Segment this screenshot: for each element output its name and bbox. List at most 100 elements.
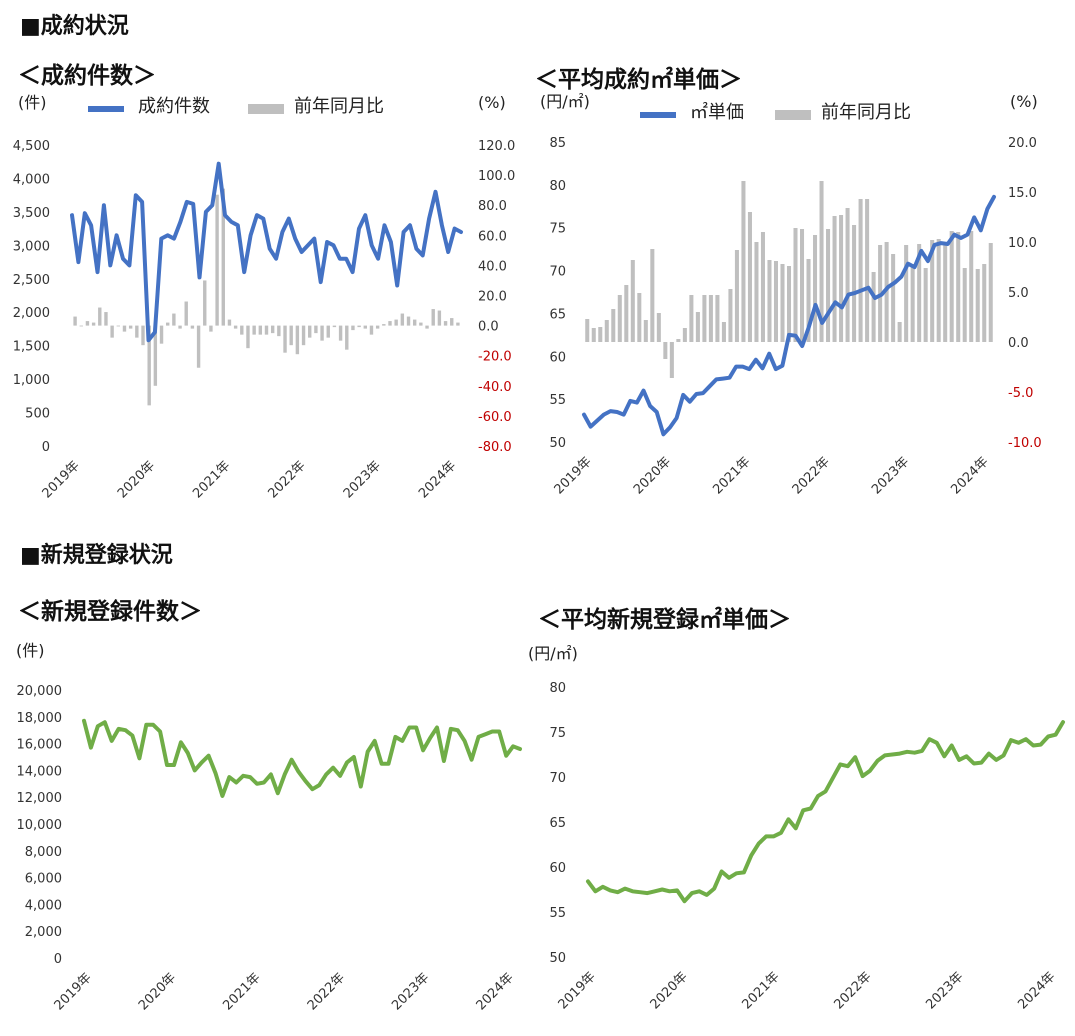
y-tick-label-right: 10.0 [1008, 236, 1037, 251]
bar [233, 325, 238, 329]
section-header-registrations: ■新規登録状況 [20, 543, 173, 568]
x-tick-label: 2020年 [648, 969, 691, 1012]
bar [943, 245, 948, 342]
bar [865, 199, 870, 342]
bar [591, 328, 596, 342]
left-axis-unit: (円/㎡) [528, 644, 578, 663]
bar [221, 188, 225, 326]
bar [852, 225, 857, 342]
bar [897, 322, 902, 342]
bar [624, 285, 629, 342]
bar [73, 316, 77, 326]
legend-swatch-bar [248, 104, 284, 114]
bar [283, 325, 287, 353]
bar [930, 240, 935, 342]
y-tick-label-right: 60.0 [478, 229, 507, 244]
bar [891, 254, 896, 342]
y-tick-label-right: 120.0 [478, 139, 515, 154]
bar [128, 325, 133, 329]
bar [351, 325, 355, 331]
bar [314, 325, 318, 334]
bar [443, 321, 448, 326]
bar [227, 319, 232, 326]
y-tick-label-left: 12,000 [17, 791, 63, 806]
bar [332, 325, 337, 328]
bar [773, 261, 779, 342]
y-tick-label-right: 20.0 [478, 290, 507, 305]
bar [209, 325, 213, 332]
y-tick-label-right: 80.0 [478, 199, 507, 214]
bar [456, 322, 460, 326]
bar [184, 301, 188, 326]
y-tick-label-left: 2,500 [13, 273, 50, 288]
x-tick-label: 2024年 [416, 458, 459, 501]
bar [406, 316, 411, 326]
series-line [82, 718, 522, 798]
bar [258, 325, 263, 335]
bar [172, 313, 176, 326]
bar [388, 321, 392, 326]
x-tick-label: 2020年 [631, 454, 674, 497]
bar [375, 325, 380, 329]
bar [203, 280, 207, 326]
y-tick-label-left: 8,000 [25, 845, 62, 860]
bar [153, 325, 158, 386]
bar [85, 321, 90, 326]
bar [240, 325, 244, 335]
bar [832, 216, 837, 342]
y-tick-label-left: 10,000 [17, 818, 63, 833]
bar [116, 325, 121, 327]
legend-label: 成約件数 [138, 96, 210, 117]
y-tick-label-left: 4,000 [13, 172, 50, 187]
y-tick-label-right: -80.0 [478, 440, 512, 455]
bar [676, 339, 681, 342]
x-tick-label: 2023年 [341, 458, 384, 501]
y-tick-label-left: 65 [549, 307, 566, 322]
y-tick-label-left: 80 [549, 681, 566, 696]
right-axis-unit: (%) [478, 93, 506, 112]
bar [122, 325, 127, 332]
y-tick-label-left: 65 [549, 816, 566, 831]
bar [982, 264, 987, 342]
y-tick-label-right: 0.0 [478, 320, 499, 335]
x-tick-label: 2022年 [265, 458, 308, 501]
y-tick-label-right: -60.0 [478, 410, 512, 425]
bar [611, 309, 616, 342]
y-tick-label-left: 14,000 [17, 764, 63, 779]
y-tick-label-right: 5.0 [1008, 286, 1029, 301]
bar [760, 232, 765, 342]
bar [858, 199, 863, 342]
bar [734, 250, 739, 342]
y-tick-label-left: 1,000 [13, 373, 50, 388]
y-tick-label-right: -5.0 [1008, 386, 1033, 401]
bar [166, 322, 170, 326]
x-tick-label: 2019年 [552, 454, 595, 497]
bar [650, 249, 655, 342]
bar [264, 325, 269, 335]
x-tick-label: 2021年 [739, 969, 782, 1012]
x-tick-label: 2024年 [474, 970, 517, 1013]
y-tick-label-left: 3,500 [13, 206, 50, 221]
bar [450, 318, 454, 326]
bar [98, 307, 102, 326]
chart-title-contracts-count: ＜成約件数＞ [18, 63, 156, 89]
bar [400, 313, 405, 326]
bar [363, 325, 367, 329]
legend-swatch-line [88, 106, 124, 112]
legend-label: 前年同月比 [294, 96, 384, 117]
bar [936, 239, 941, 342]
bar [799, 229, 805, 342]
bar [793, 228, 798, 342]
y-tick-label-left: 18,000 [17, 711, 63, 726]
bar [382, 324, 386, 326]
bar [412, 319, 417, 326]
x-tick-label: 2021年 [710, 454, 753, 497]
bar [135, 325, 139, 338]
y-tick-label-left: 4,500 [13, 139, 50, 154]
bar [786, 266, 792, 342]
y-tick-label-right: -10.0 [1008, 436, 1042, 451]
bar [295, 325, 300, 355]
y-tick-label-right: 100.0 [478, 169, 515, 184]
series-line [586, 720, 1065, 904]
